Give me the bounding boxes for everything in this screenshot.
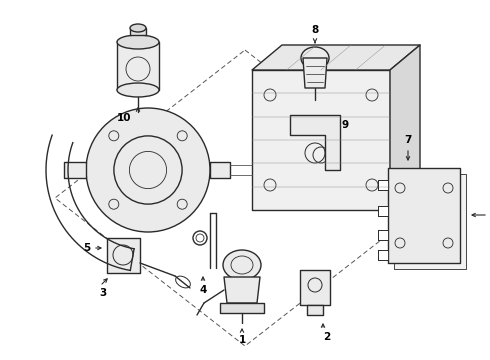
Text: 2: 2: [323, 332, 331, 342]
Polygon shape: [390, 45, 420, 210]
Polygon shape: [307, 305, 323, 315]
Polygon shape: [252, 70, 390, 210]
Text: 9: 9: [342, 120, 348, 130]
Circle shape: [86, 108, 210, 232]
Polygon shape: [64, 162, 86, 178]
Polygon shape: [252, 45, 420, 70]
Polygon shape: [220, 303, 264, 313]
Text: 8: 8: [311, 25, 318, 35]
Polygon shape: [378, 230, 388, 240]
Polygon shape: [117, 42, 159, 90]
Ellipse shape: [223, 250, 261, 280]
Polygon shape: [388, 168, 460, 263]
Text: 4: 4: [199, 285, 207, 295]
Ellipse shape: [117, 35, 159, 49]
Text: 5: 5: [83, 243, 91, 253]
Polygon shape: [378, 250, 388, 260]
Ellipse shape: [117, 83, 159, 97]
Polygon shape: [224, 277, 260, 303]
Polygon shape: [378, 180, 388, 190]
Text: 7: 7: [404, 135, 412, 145]
Polygon shape: [107, 238, 140, 273]
Ellipse shape: [130, 24, 146, 32]
Polygon shape: [290, 115, 340, 170]
Ellipse shape: [301, 47, 329, 69]
Polygon shape: [210, 162, 230, 178]
Polygon shape: [378, 206, 388, 216]
Text: 3: 3: [99, 288, 107, 298]
Polygon shape: [300, 270, 330, 305]
Text: 1: 1: [238, 335, 245, 345]
Polygon shape: [303, 58, 327, 88]
Polygon shape: [130, 28, 146, 35]
Text: 10: 10: [117, 113, 131, 123]
Polygon shape: [394, 174, 466, 269]
